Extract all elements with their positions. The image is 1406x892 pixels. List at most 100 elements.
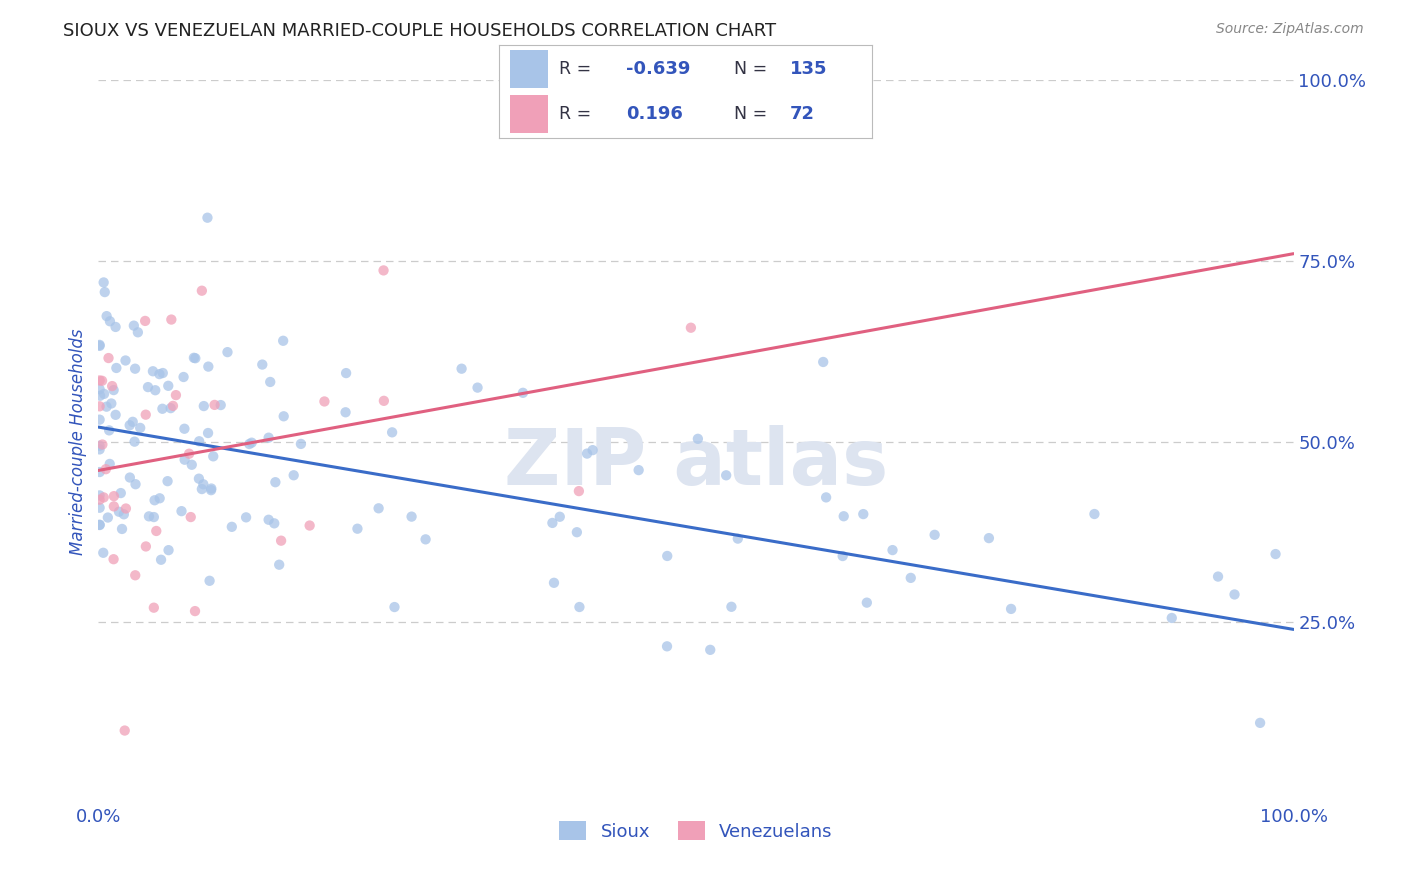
Point	[1223, 587, 1246, 601]
Point	[1083, 507, 1105, 521]
Point	[121, 415, 143, 429]
Point	[98, 457, 121, 471]
Text: N =: N =	[734, 60, 773, 78]
Text: N =: N =	[734, 105, 773, 123]
Point	[657, 549, 679, 563]
Point	[93, 276, 115, 290]
Point	[367, 501, 389, 516]
Point	[221, 520, 243, 534]
Point	[269, 558, 291, 572]
Point	[159, 401, 181, 416]
Point	[129, 421, 152, 435]
Point	[149, 491, 172, 506]
Point	[104, 320, 127, 334]
Point	[89, 389, 111, 403]
Point	[180, 510, 202, 524]
Point	[977, 531, 1000, 545]
Point	[679, 320, 702, 334]
Point	[183, 351, 205, 365]
Point	[160, 312, 183, 326]
Point	[103, 500, 125, 514]
Point	[852, 507, 875, 521]
Point	[381, 425, 404, 440]
Point	[373, 393, 395, 408]
Point	[173, 370, 195, 384]
Point	[89, 488, 111, 502]
Point	[204, 398, 226, 412]
Point	[143, 493, 166, 508]
Point	[89, 517, 111, 532]
Text: 0.196: 0.196	[626, 105, 683, 123]
Point	[576, 447, 599, 461]
Point	[188, 434, 211, 449]
Point	[93, 387, 115, 401]
Point	[187, 472, 209, 486]
Point	[134, 314, 156, 328]
Point	[156, 474, 179, 488]
Point	[270, 533, 292, 548]
Point	[89, 374, 111, 388]
Point	[900, 571, 922, 585]
Point	[200, 482, 222, 496]
Point	[93, 491, 115, 505]
Point	[136, 380, 159, 394]
Point	[150, 553, 173, 567]
Point	[100, 396, 122, 410]
Point	[112, 508, 135, 522]
Point	[103, 552, 125, 566]
Point	[217, 345, 239, 359]
Point	[450, 361, 472, 376]
Text: R =: R =	[558, 60, 596, 78]
Point	[165, 388, 187, 402]
Point	[259, 375, 281, 389]
Point	[257, 431, 280, 445]
Point	[115, 501, 138, 516]
Point	[152, 401, 174, 416]
Point	[89, 439, 111, 453]
Point	[197, 359, 219, 374]
Text: 135: 135	[790, 60, 827, 78]
Point	[298, 518, 321, 533]
Point	[197, 425, 219, 440]
Point	[384, 600, 406, 615]
Text: R =: R =	[558, 105, 596, 123]
Point	[127, 326, 149, 340]
Point	[89, 338, 111, 352]
Point	[1249, 715, 1271, 730]
Point	[101, 379, 124, 393]
Point	[124, 361, 146, 376]
Text: ZIP atlas: ZIP atlas	[503, 425, 889, 501]
Point	[145, 524, 167, 538]
Point	[568, 600, 591, 615]
Point	[314, 394, 336, 409]
Point	[727, 532, 749, 546]
Point	[1160, 611, 1182, 625]
Point	[111, 522, 134, 536]
Point	[104, 408, 127, 422]
Point	[98, 423, 121, 437]
Point	[148, 367, 170, 381]
Point	[467, 381, 489, 395]
Point	[89, 518, 111, 533]
Point	[264, 475, 287, 490]
Point	[94, 285, 117, 299]
Point	[108, 505, 131, 519]
Point	[170, 504, 193, 518]
Point	[91, 546, 114, 560]
Point	[124, 434, 146, 449]
Point	[565, 525, 588, 540]
Point	[118, 470, 141, 484]
Point	[98, 314, 121, 328]
Point	[1206, 569, 1229, 583]
Point	[94, 462, 117, 476]
Point	[548, 509, 571, 524]
Point	[1264, 547, 1286, 561]
Point	[335, 366, 357, 380]
Point	[582, 443, 605, 458]
Point	[197, 211, 219, 225]
Point	[335, 405, 357, 419]
Point	[152, 366, 174, 380]
Point	[110, 486, 132, 500]
Point	[415, 533, 437, 547]
Point	[191, 284, 214, 298]
